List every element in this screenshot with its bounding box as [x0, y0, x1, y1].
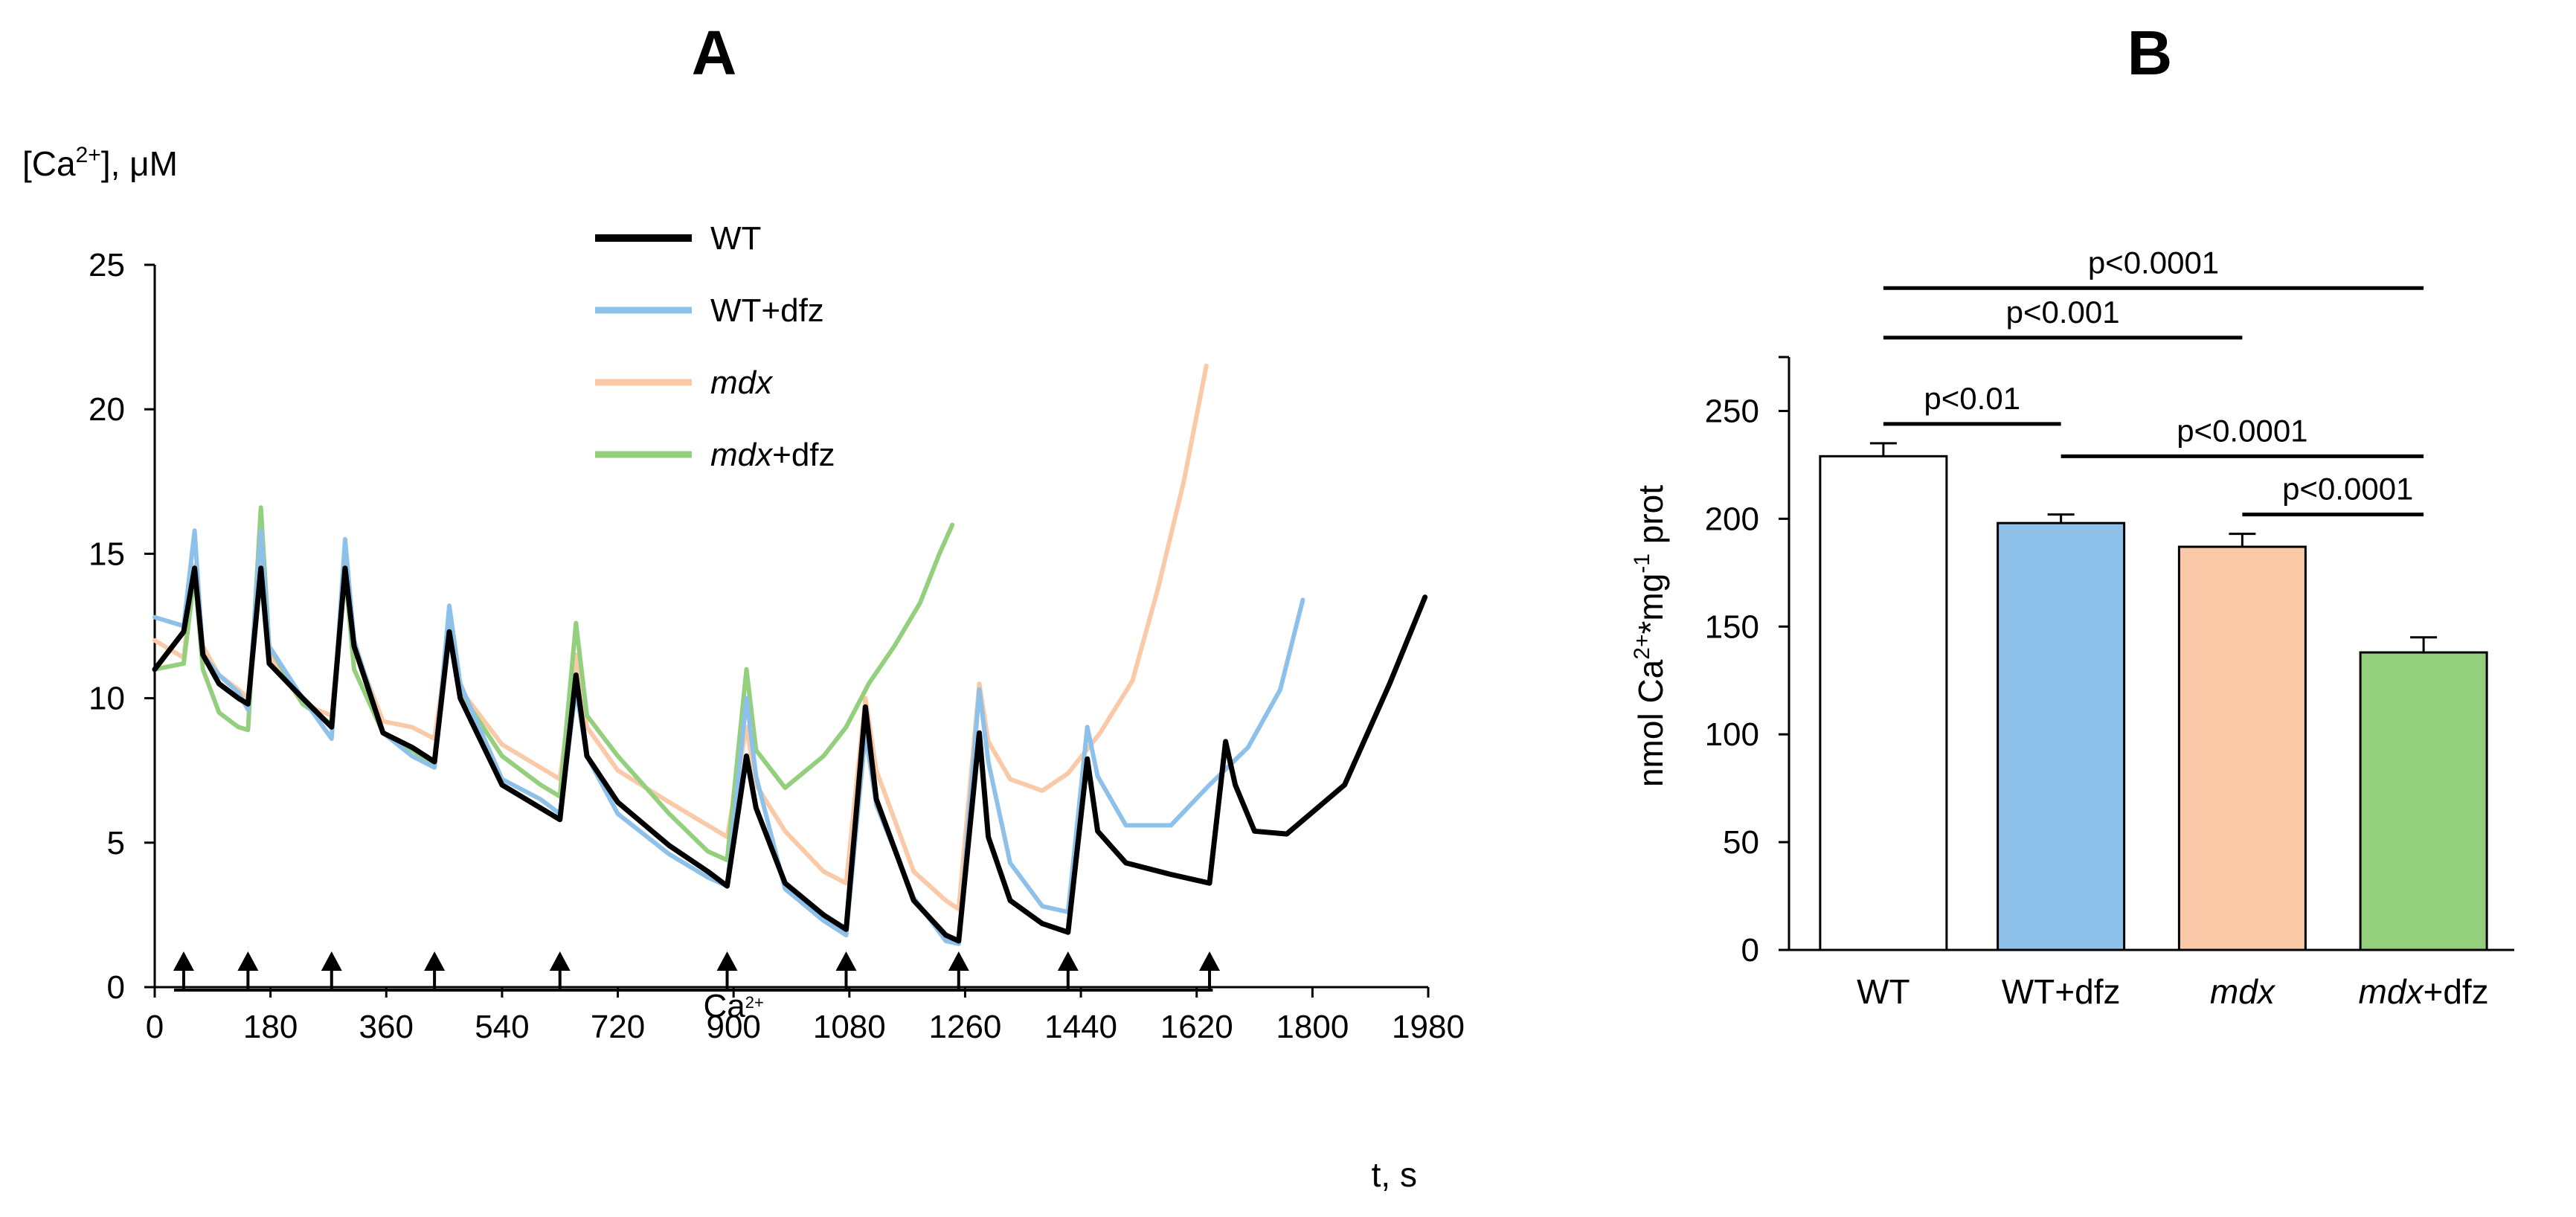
- significance-label: p<0.01: [1924, 381, 2020, 416]
- legend-label-wt-dfz: WT+dfz: [710, 292, 824, 329]
- chart-a-y-tick-label: 10: [89, 681, 125, 717]
- panel-a-title: A: [692, 18, 737, 88]
- calcium-addition-label: Ca2+: [704, 988, 764, 1024]
- calcium-additions: Ca2+: [173, 951, 1221, 1024]
- chart-a-x-tick-label: 1980: [1392, 1009, 1465, 1045]
- chart-a-x-tick-label: 1080: [813, 1009, 886, 1045]
- line-chart-panel-a: 0 5 10 15 20 25 0 180 360 540 720 900 1080 1260 1440 16…: [22, 143, 1465, 1194]
- series-line-wt: [152, 565, 1428, 944]
- chart-a-y-tick-label: 5: [107, 825, 125, 861]
- significance-label: p<0.0001: [2282, 472, 2413, 507]
- panel-b-title: B: [2127, 18, 2173, 88]
- chart-a-legend: WT WT+dfz mdx mdx+dfz: [595, 220, 835, 473]
- chart-a-x-tick-label: 180: [243, 1009, 298, 1045]
- addition-arrow-head: [237, 951, 259, 971]
- chart-a-x-tick-label: 720: [591, 1009, 645, 1045]
- chart-b-y-tick-label: 0: [1741, 932, 1759, 969]
- bar-mdx: [2177, 545, 2307, 951]
- addition-arrow-head: [1057, 951, 1079, 971]
- chart-a-y-axis-label: [Ca2+], μM: [22, 143, 178, 183]
- chart-a-x-tick-label: 900: [706, 1009, 760, 1045]
- bar-chart-panel-b: 0 50 100 150 200 250 WT WT+dfz mdx mdx+dfz p<0.0…: [1630, 245, 2514, 1011]
- series-line-mdx-dfz: [152, 505, 955, 863]
- category-label-mdx: mdx: [2210, 972, 2276, 1011]
- legend-label-mdx-dfz: mdx+dfz: [710, 437, 835, 473]
- chart-a-x-tick-label: 1620: [1160, 1009, 1233, 1045]
- chart-b-y-tick-label: 100: [1705, 716, 1759, 753]
- chart-b-y-axis-label: nmol Ca2+*mg-1 prot: [1630, 485, 1670, 787]
- chart-a-x-tick-label: 540: [475, 1009, 529, 1045]
- addition-arrow-head: [549, 951, 571, 971]
- chart-a-y-tick-label: 0: [107, 969, 125, 1006]
- series-line-wt-dfz: [152, 528, 1305, 946]
- bar-mdx-dfz: [2359, 651, 2488, 951]
- legend-label-wt: WT: [710, 220, 761, 257]
- addition-arrow-head: [321, 951, 342, 971]
- addition-arrow-head: [835, 951, 857, 971]
- category-label-mdx-dfz: mdx+dfz: [2359, 972, 2489, 1011]
- chart-a-x-tick-label: 360: [359, 1009, 414, 1045]
- chart-a-x-tick-label: 1440: [1044, 1009, 1117, 1045]
- chart-a-axes: 0 5 10 15 20 25 0 180 360 540 720 900 1080 1260 1440 16…: [89, 247, 1465, 1045]
- chart-a-series: [152, 363, 1428, 946]
- chart-a-x-tick-label: 1800: [1276, 1009, 1349, 1045]
- chart-b-y-tick-label: 200: [1705, 501, 1759, 537]
- legend-label-mdx: mdx: [710, 365, 774, 401]
- bar-wt: [1819, 455, 1948, 951]
- chart-b-significance: p<0.0001 p<0.001 p<0.01 p<0.0001 p<0.0001: [1883, 245, 2424, 517]
- chart-b-bars: WT WT+dfz mdx mdx+dfz: [1819, 442, 2489, 1011]
- bar-wt-dfz: [1997, 521, 2126, 951]
- chart-b-y-tick-label: 50: [1723, 824, 1759, 861]
- addition-arrow-head: [424, 951, 446, 971]
- chart-a-x-axis-label: t, s: [1372, 1155, 1417, 1194]
- significance-label: p<0.0001: [2088, 245, 2219, 280]
- addition-arrow-head: [173, 951, 194, 971]
- chart-a-x-tick-label: 1260: [929, 1009, 1002, 1045]
- addition-arrow-head: [1199, 951, 1221, 971]
- addition-arrow-head: [716, 951, 738, 971]
- chart-a-y-tick-label: 15: [89, 536, 125, 572]
- chart-a-y-tick-label: 20: [89, 391, 125, 428]
- chart-a-y-tick-label: 25: [89, 247, 125, 283]
- chart-b-y-tick-label: 150: [1705, 608, 1759, 645]
- category-label-wt: WT: [1857, 972, 1910, 1011]
- significance-label: p<0.0001: [2177, 413, 2307, 448]
- chart-a-x-tick-label: 0: [146, 1009, 164, 1045]
- chart-b-y-tick-label: 250: [1705, 393, 1759, 429]
- addition-arrow-head: [948, 951, 969, 971]
- significance-label: p<0.001: [2006, 295, 2120, 330]
- category-label-wt-dfz: WT+dfz: [2002, 972, 2121, 1011]
